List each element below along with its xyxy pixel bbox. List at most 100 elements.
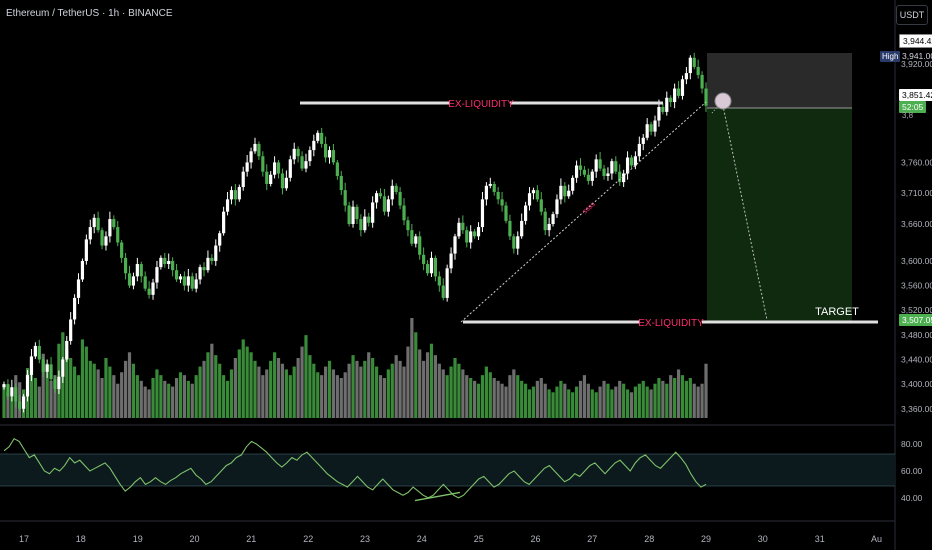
price-tick-label: 3,480.00 [901,330,932,340]
rsi-axis[interactable]: 80.00 60.00 40.00 [901,439,923,503]
volume-bar [484,366,488,418]
volume-bar [214,355,218,418]
lower-liquidity-label: EX-LIQUIDITY [638,318,704,329]
candle-body [174,270,179,280]
candle-body [171,260,175,271]
candle-body [76,279,81,298]
candle-body [323,143,328,158]
candle-body [473,231,477,237]
price-tick-label: 3,760.00 [901,157,932,167]
candle-body [665,97,669,112]
candle-body [61,359,65,377]
time-tick-label: 21 [246,534,256,544]
candle-body [123,257,128,274]
target-label: TARGET [815,306,859,318]
time-tick-label: 28 [644,534,654,544]
candle-body [410,230,414,244]
volume-bar [296,358,300,418]
candle-body [590,171,594,181]
target-zone[interactable] [707,108,852,322]
rsi-tick-label: 80.00 [901,439,923,449]
candle-body [480,199,485,228]
candle-body [167,260,171,265]
volume-bar [594,392,598,418]
volume-bar [186,380,190,418]
candle-body [45,364,49,372]
candle-body [147,288,151,295]
volume-bar [700,383,704,418]
volume-bar [378,375,383,418]
candle-body [676,88,681,96]
volume-bar [622,383,626,418]
time-tick-label: 26 [530,534,540,544]
volume-bar [410,318,414,418]
volume-bar [280,363,285,418]
time-axis[interactable]: 17 18 19 20 21 22 23 24 25 26 27 28 29 30 31 Au [19,534,882,544]
candle-body [586,174,590,181]
volume-bar [520,380,524,418]
volume-bar [190,383,194,418]
volume-bar [504,386,508,418]
volume-bar [441,369,445,418]
candle-body [25,374,30,397]
volume-bar [473,380,477,418]
volume-bar [339,378,343,418]
candle-body [347,205,351,224]
price-tick-label: 3,600.00 [901,256,932,266]
volume-bar [488,372,492,418]
volume-bar [312,363,316,418]
volume-bars [2,318,708,418]
volume-bar [143,386,147,418]
volume-bar [65,349,69,418]
volume-bar [284,369,288,418]
volume-bar [406,346,410,418]
volume-bar [429,343,434,418]
symbol-title[interactable]: Ethereum / TetherUS · 1h · BINANCE [6,8,173,19]
pivot-marker[interactable] [714,92,732,110]
volume-bar [523,383,528,418]
candle-body [641,137,645,144]
candle-body [190,276,194,289]
volume-bar [194,375,198,418]
candle-body [688,57,692,74]
volume-bar [633,386,638,418]
candle-body [339,175,343,191]
volume-bar [29,360,34,418]
candle-body [614,161,618,172]
candle-body [571,177,575,191]
price-axis[interactable]: 3,920.00 3,760.00 3,710.00 3,660.00 3,600.00… [901,59,932,414]
projection-down [721,100,768,321]
volume-bar [69,358,73,418]
candle-body [327,150,332,158]
candle-body [465,230,469,243]
volume-bar [563,383,567,418]
time-tick-label: 23 [360,534,370,544]
candle-body [425,264,430,274]
time-tick-label: 22 [303,534,313,544]
time-tick-label: 31 [815,534,825,544]
upper-liquidity-label: EX-LIQUIDITY [448,99,514,110]
candle-body [41,359,45,372]
candle-body [476,227,481,237]
candle-body [143,276,147,289]
candle-body [414,236,418,244]
volume-bar [80,339,85,418]
candle-body [661,106,665,112]
volume-bar [241,339,245,418]
candle-body [131,276,136,286]
volume-bar [178,372,183,418]
volume-bar [669,375,673,418]
candle-body [547,224,551,231]
rsi-band [0,454,895,486]
candle-body [288,159,292,178]
candle-body [598,159,602,169]
candle-body [461,222,465,231]
ascending-trendline[interactable] [460,101,707,323]
candle-body [84,239,88,261]
volume-bar [269,360,273,418]
volume-bar [53,375,57,418]
volume-bar [543,383,547,418]
currency-button[interactable]: USDT [896,5,928,25]
volume-bar [96,369,100,418]
